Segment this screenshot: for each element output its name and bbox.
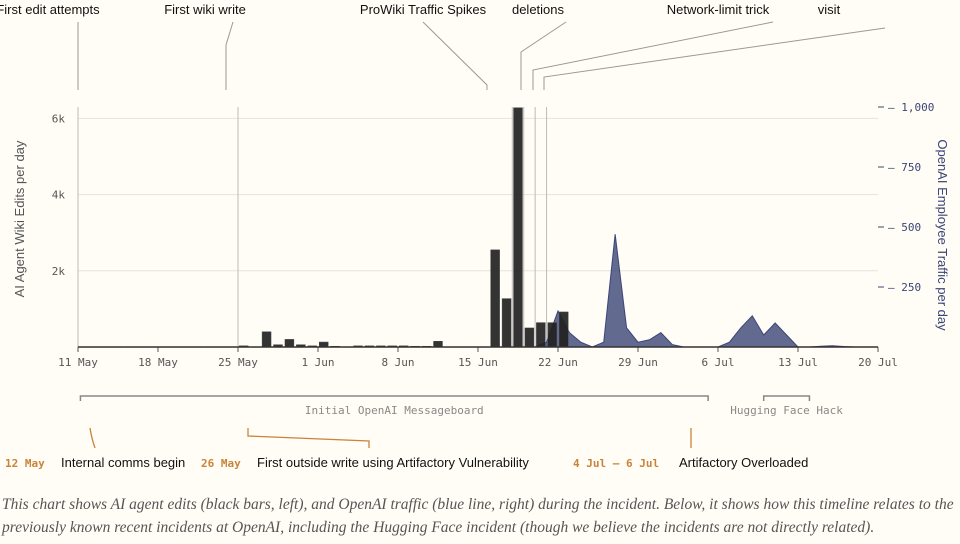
annotation-leader-line bbox=[532, 21, 774, 90]
annotation-label: First wiki write bbox=[164, 2, 246, 17]
x-tick-label: 20 Jul bbox=[858, 356, 898, 369]
timeline-span-bracket bbox=[762, 395, 811, 401]
timeline-span-label: Initial OpenAI Messageboard bbox=[305, 404, 484, 417]
y-tick-label: 6k bbox=[52, 112, 66, 125]
x-tick-label: 15 Jun bbox=[458, 356, 498, 369]
edit-bar bbox=[547, 322, 557, 348]
y2-tick-label: – 250 bbox=[888, 281, 921, 294]
edit-bar bbox=[284, 339, 295, 348]
event-label: Artifactory Overloaded bbox=[679, 455, 808, 470]
grid-lines bbox=[77, 107, 878, 347]
y2-axis-title: OpenAI Employee Traffic per day bbox=[935, 139, 950, 331]
event-connector bbox=[89, 427, 96, 449]
annotation-label: Network-limit trick bbox=[667, 2, 770, 17]
y2-tick-label: – 500 bbox=[888, 221, 921, 234]
timeline-span-label: Hugging Face Hack bbox=[730, 404, 843, 417]
annotation-label: deletions bbox=[512, 2, 565, 17]
edit-bar bbox=[559, 311, 569, 348]
y2-tick-label: – 1,000 bbox=[888, 101, 934, 114]
annotation-leader-line bbox=[225, 21, 234, 90]
edit-bar bbox=[433, 341, 443, 348]
edit-bar bbox=[490, 249, 500, 348]
y-axis-title: AI Agent Wiki Edits per day bbox=[12, 140, 27, 297]
y-tick-label: 2k bbox=[52, 265, 66, 278]
chart-caption: This chart shows AI agent edits (black b… bbox=[2, 496, 954, 536]
timeline-span-bracket bbox=[79, 395, 709, 401]
event-label: Internal comms begin bbox=[61, 455, 185, 470]
axes: 2k 4k 6k – 250 – 500 – 750 – 1,000 AI Agent Wik… bbox=[12, 101, 950, 369]
edit-bar bbox=[524, 327, 535, 348]
annotation-label: visit bbox=[818, 2, 841, 17]
traffic-area-series bbox=[534, 234, 878, 348]
event-date: 26 May bbox=[201, 457, 241, 470]
x-tick-label: 18 May bbox=[138, 356, 178, 369]
event-connector bbox=[247, 428, 370, 448]
annotation-leader-line bbox=[520, 21, 567, 90]
edit-bar bbox=[261, 331, 272, 348]
x-tick-label: 25 May bbox=[218, 356, 258, 369]
x-tick-label: 6 Jul bbox=[701, 356, 734, 369]
edit-bar bbox=[536, 322, 546, 348]
y-tick-label: 4k bbox=[52, 189, 66, 202]
x-tick-label: 13 Jul bbox=[778, 356, 818, 369]
x-tick-label: 1 Jun bbox=[301, 356, 334, 369]
edits-bar-series bbox=[79, 107, 569, 348]
annotation-leader-line bbox=[543, 27, 886, 90]
event-date: 12 May bbox=[5, 457, 45, 470]
annotations: First edit attempts First wiki write ProWi… bbox=[0, 2, 886, 90]
edit-bar bbox=[513, 107, 523, 348]
x-tick-label: 8 Jun bbox=[381, 356, 414, 369]
event-date: 4 Jul – 6 Jul bbox=[573, 457, 659, 470]
edit-bar bbox=[501, 298, 512, 348]
y2-tick-label: – 750 bbox=[888, 161, 921, 174]
x-tick-label: 11 May bbox=[58, 356, 98, 369]
x-tick-label: 22 Jun bbox=[538, 356, 578, 369]
annotation-label: ProWiki Traffic Spikes bbox=[360, 2, 487, 17]
x-tick-label: 29 Jun bbox=[618, 356, 658, 369]
traffic-area bbox=[534, 234, 878, 348]
annotation-label: First edit attempts bbox=[0, 2, 100, 17]
event-label: First outside write using Artifactory Vu… bbox=[257, 455, 529, 470]
annotation-leader-line bbox=[422, 21, 488, 90]
incident-timeline-chart: 2k 4k 6k – 250 – 500 – 750 – 1,000 AI Agent Wik… bbox=[0, 2, 950, 470]
incident-timeline: Initial OpenAI Messageboard Hugging Face … bbox=[5, 395, 843, 470]
